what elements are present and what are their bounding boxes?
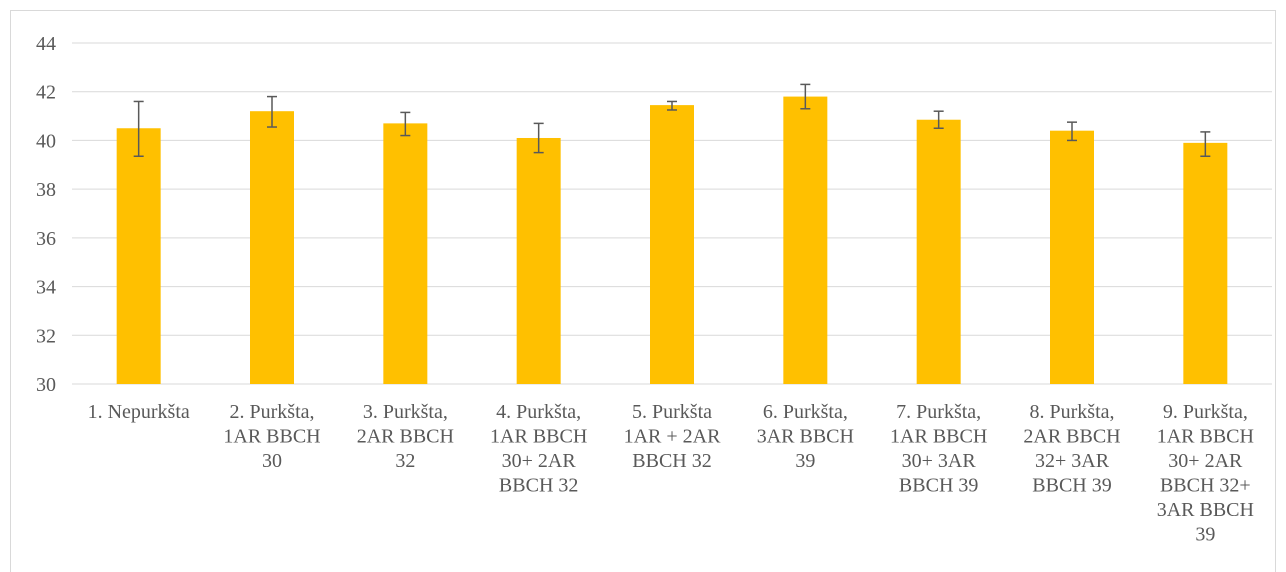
y-tick-label: 30 (36, 374, 56, 396)
y-tick-label: 42 (36, 82, 56, 104)
y-tick-label: 44 (36, 33, 56, 55)
bar (250, 111, 294, 384)
x-tick-label: 8. Purkšta, 2AR BBCH 32+ 3AR BBCH 39 (1023, 401, 1120, 497)
bar (916, 119, 961, 384)
bar (516, 137, 561, 384)
bar (1050, 130, 1094, 384)
x-tick-label: 3. Purkšta, 2AR BBCH 32 (357, 401, 454, 472)
y-tick-label: 38 (36, 179, 56, 201)
y-tick-label: 36 (36, 228, 56, 250)
bar (783, 96, 828, 384)
x-tick-label: 4. Purkšta, 1AR BBCH 30+ 2AR BBCH 32 (490, 401, 587, 497)
y-tick-label: 40 (36, 130, 56, 152)
x-tick-label: 2. Purkšta, 1AR BBCH 30 (223, 401, 320, 472)
bar (650, 105, 694, 384)
bar (1183, 142, 1228, 384)
x-tick-label: 1. Nepurkšta (88, 401, 190, 423)
y-tick-label: 32 (36, 325, 56, 347)
y-tick-label: 34 (36, 277, 56, 299)
x-tick-label: 5. Purkšta 1AR + 2AR BBCH 32 (624, 401, 722, 472)
bar (116, 128, 161, 384)
x-tick-label: 7. Purkšta, 1AR BBCH 30+ 3AR BBCH 39 (890, 401, 987, 497)
x-tick-label: 9. Purkšta, 1AR BBCH 30+ 2AR BBCH 32+ 3AR BB… (1157, 401, 1254, 546)
x-tick-label: 6. Purkšta, 3AR BBCH 39 (757, 401, 854, 472)
bar (383, 123, 428, 384)
